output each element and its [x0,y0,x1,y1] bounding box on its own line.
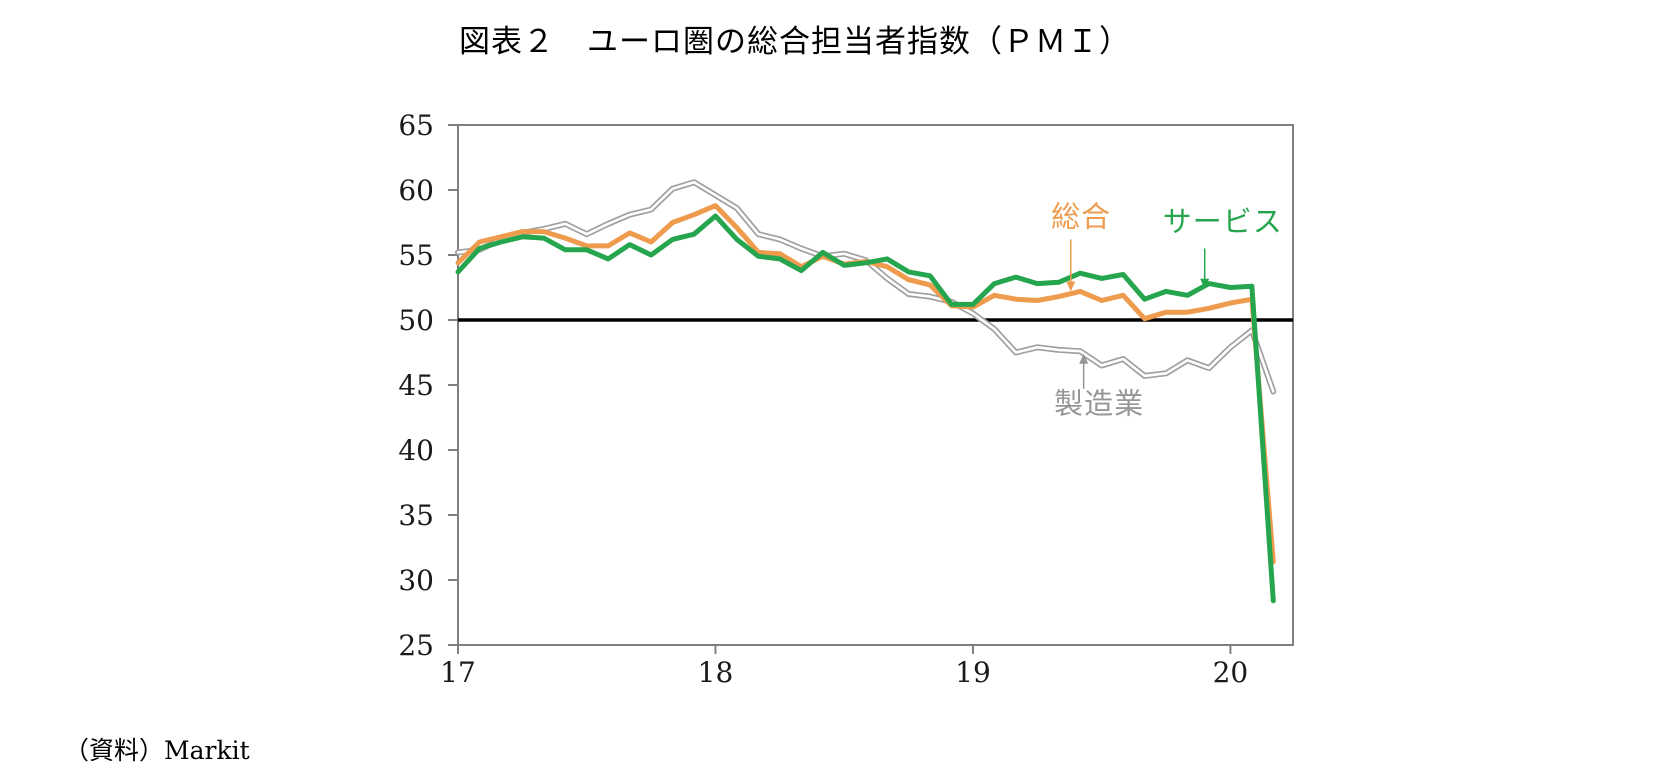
y-tick-label: 30 [398,564,434,597]
annotation-label-services: サービス [1163,205,1283,239]
series-line-composite [455,203,1276,565]
series-line-services [455,213,1276,604]
chart-title: 図表２ ユーロ圏の総合担当者指数（ＰＭＩ） [459,24,1131,60]
x-tick-label: 19 [955,656,991,689]
y-tick-label: 40 [398,434,434,467]
source-note: （資料）Markit [64,736,250,765]
y-tick-label: 45 [398,369,434,402]
y-tick-label: 55 [398,239,434,272]
y-tick-label: 25 [398,629,434,662]
y-tick-label: 35 [398,499,434,532]
series-line-inner-manufacturing [456,180,1275,393]
annotation-label-manufacturing: 製造業 [1054,387,1144,421]
x-tick-label: 18 [698,656,734,689]
annotation-label-composite: 総合 [1051,199,1111,233]
y-tick-label: 60 [398,174,434,207]
x-tick-label: 20 [1213,656,1249,689]
plot-border [457,124,1294,646]
y-tick-label: 50 [398,304,434,337]
series-line-manufacturing [455,179,1277,395]
y-tick-label: 65 [398,109,434,142]
annotation-arrowhead-manufacturing [1079,353,1089,364]
x-tick-label: 17 [440,656,476,689]
annotation-arrowhead-composite [1066,281,1076,292]
annotation-arrowhead-services [1200,278,1210,289]
